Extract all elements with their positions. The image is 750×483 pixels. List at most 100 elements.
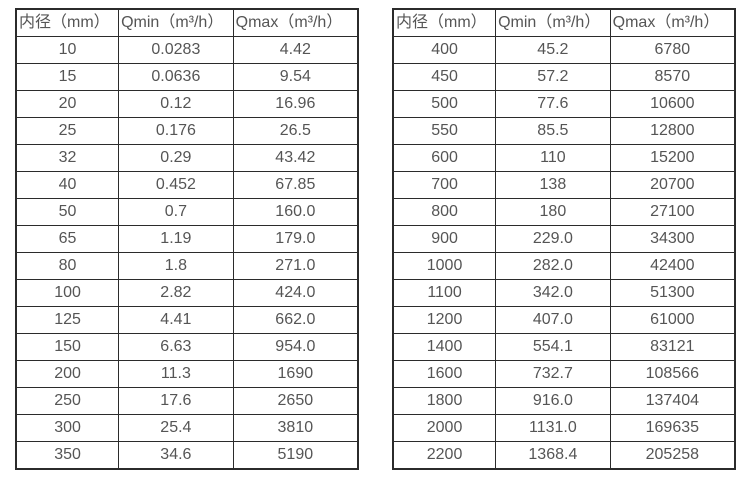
- table-cell: 0.12: [118, 90, 234, 118]
- table-cell: 11.3: [118, 360, 234, 388]
- table-cell: 0.0636: [118, 63, 234, 91]
- table-cell: 9.54: [232, 63, 359, 91]
- table-cell: 42400: [609, 252, 736, 280]
- table-cell: 27100: [609, 198, 736, 226]
- table-cell: 6780: [609, 36, 736, 64]
- table-cell: 1.8: [118, 252, 234, 280]
- table-cell: 4.42: [232, 36, 359, 64]
- table-cell: 2650: [232, 387, 359, 415]
- table-cell: 15: [15, 63, 120, 91]
- table-row: 100 2.82 424.0: [15, 279, 359, 307]
- table-row: 1600 732.7 108566: [392, 360, 736, 388]
- table-cell: 2.82: [118, 279, 234, 307]
- table-cell: 0.176: [118, 117, 234, 145]
- table-cell: 1800: [392, 387, 497, 415]
- table-cell: 3810: [232, 414, 359, 442]
- table-row: 250 17.6 2650: [15, 387, 359, 415]
- table-cell: 51300: [609, 279, 736, 307]
- table-row: 25 0.176 26.5: [15, 117, 359, 145]
- table-cell: 61000: [609, 306, 736, 334]
- table-cell: 25: [15, 117, 120, 145]
- table-cell: 179.0: [232, 225, 359, 253]
- table-cell: 662.0: [232, 306, 359, 334]
- table-cell: 65: [15, 225, 120, 253]
- table-cell: 0.29: [118, 144, 234, 172]
- table-cell: 26.5: [232, 117, 359, 145]
- table-row: 50 0.7 160.0: [15, 198, 359, 226]
- table-row: 1000 282.0 42400: [392, 252, 736, 280]
- column-header: Qmin（m³/h）: [118, 8, 234, 37]
- table-cell: 1400: [392, 333, 497, 361]
- table-row: 32 0.29 43.42: [15, 144, 359, 172]
- table-cell: 1131.0: [495, 414, 611, 442]
- table-row: 2000 1131.0 169635: [392, 414, 736, 442]
- table-cell: 954.0: [232, 333, 359, 361]
- table-cell: 424.0: [232, 279, 359, 307]
- table-cell: 732.7: [495, 360, 611, 388]
- table-row: 1200 407.0 61000: [392, 306, 736, 334]
- table-cell: 1000: [392, 252, 497, 280]
- table-cell: 229.0: [495, 225, 611, 253]
- table-cell: 17.6: [118, 387, 234, 415]
- table-cell: 1.19: [118, 225, 234, 253]
- table-row: 550 85.5 12800: [392, 117, 736, 145]
- table-cell: 554.1: [495, 333, 611, 361]
- table-cell: 550: [392, 117, 497, 145]
- table-row: 800 180 27100: [392, 198, 736, 226]
- table-cell: 20700: [609, 171, 736, 199]
- table-cell: 5190: [232, 441, 359, 470]
- table-cell: 300: [15, 414, 120, 442]
- table-cell: 4.41: [118, 306, 234, 334]
- table-cell: 1368.4: [495, 441, 611, 470]
- table-cell: 138: [495, 171, 611, 199]
- table-cell: 0.7: [118, 198, 234, 226]
- table-row: 1800 916.0 137404: [392, 387, 736, 415]
- table-cell: 108566: [609, 360, 736, 388]
- table-cell: 407.0: [495, 306, 611, 334]
- table-cell: 8570: [609, 63, 736, 91]
- table-cell: 205258: [609, 441, 736, 470]
- table-row: 80 1.8 271.0: [15, 252, 359, 280]
- table-cell: 15200: [609, 144, 736, 172]
- table-cell: 900: [392, 225, 497, 253]
- table-cell: 1690: [232, 360, 359, 388]
- flow-rate-tables: 内径（mm） Qmin（m³/h） Qmax（m³/h） 10 0.0283 4.42 1…: [15, 8, 736, 470]
- table-cell: 800: [392, 198, 497, 226]
- table-row: 10 0.0283 4.42: [15, 36, 359, 64]
- table-cell: 160.0: [232, 198, 359, 226]
- table-cell: 12800: [609, 117, 736, 145]
- flow-rate-table-small-diameters: 内径（mm） Qmin（m³/h） Qmax（m³/h） 10 0.0283 4.42 1…: [15, 8, 359, 470]
- table-row: 300 25.4 3810: [15, 414, 359, 442]
- table-row: 65 1.19 179.0: [15, 225, 359, 253]
- flow-rate-table-large-diameters: 内径（mm） Qmin（m³/h） Qmax（m³/h） 400 45.2 6780 45…: [392, 8, 736, 470]
- table-cell: 16.96: [232, 90, 359, 118]
- table-row: 400 45.2 6780: [392, 36, 736, 64]
- table-cell: 2000: [392, 414, 497, 442]
- table-row: 2200 1368.4 205258: [392, 441, 736, 470]
- table-cell: 200: [15, 360, 120, 388]
- table-cell: 45.2: [495, 36, 611, 64]
- table-cell: 100: [15, 279, 120, 307]
- table-cell: 25.4: [118, 414, 234, 442]
- table-cell: 169635: [609, 414, 736, 442]
- table-cell: 2200: [392, 441, 497, 470]
- table-cell: 700: [392, 171, 497, 199]
- table-cell: 20: [15, 90, 120, 118]
- table-header-row: 内径（mm） Qmin（m³/h） Qmax（m³/h）: [392, 8, 736, 37]
- table-row: 600 110 15200: [392, 144, 736, 172]
- table-cell: 6.63: [118, 333, 234, 361]
- column-header: 内径（mm）: [15, 8, 120, 37]
- table-row: 900 229.0 34300: [392, 225, 736, 253]
- table-row: 15 0.0636 9.54: [15, 63, 359, 91]
- table-row: 500 77.6 10600: [392, 90, 736, 118]
- table-cell: 0.452: [118, 171, 234, 199]
- table-row: 125 4.41 662.0: [15, 306, 359, 334]
- table-row: 450 57.2 8570: [392, 63, 736, 91]
- table-cell: 85.5: [495, 117, 611, 145]
- table-cell: 1600: [392, 360, 497, 388]
- table-cell: 67.85: [232, 171, 359, 199]
- table-cell: 500: [392, 90, 497, 118]
- table-cell: 916.0: [495, 387, 611, 415]
- table-row: 40 0.452 67.85: [15, 171, 359, 199]
- column-header: 内径（mm）: [392, 8, 497, 37]
